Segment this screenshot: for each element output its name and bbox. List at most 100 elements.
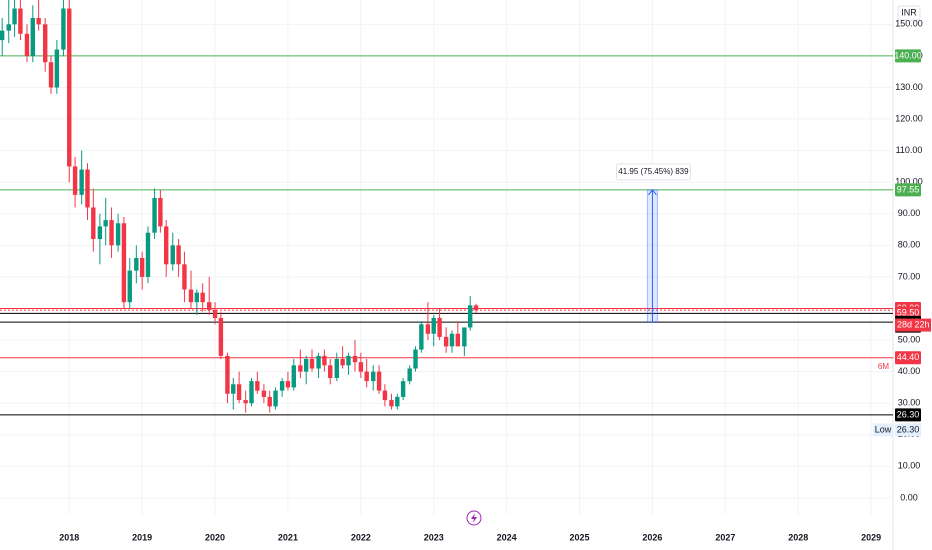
candle-body	[134, 257, 139, 271]
candle-body	[97, 226, 103, 240]
candle-body	[413, 349, 418, 369]
candle-body	[212, 310, 218, 318]
candle-body	[207, 302, 212, 311]
candle-body	[443, 336, 449, 347]
x-tick-label: 2019	[132, 532, 152, 542]
candle-body	[291, 365, 296, 388]
candle-body	[85, 169, 90, 208]
candle-body	[376, 371, 382, 391]
candle-body	[328, 365, 333, 378]
currency-badge[interactable]	[897, 5, 921, 21]
candle-body	[103, 220, 108, 227]
measure-label-box	[615, 163, 691, 181]
candle-body	[176, 245, 181, 265]
candle-body	[158, 197, 163, 227]
candle-body	[255, 381, 260, 391]
y-tick-label: 150.00	[895, 19, 923, 29]
candle-body	[164, 226, 169, 265]
candle-body	[145, 232, 151, 277]
x-tick-label: 2029	[861, 532, 881, 542]
y-tick-label: 10.00	[898, 461, 921, 471]
candle-body	[303, 359, 309, 372]
candle-body	[72, 166, 78, 195]
candle-body	[188, 289, 194, 303]
candle-body	[407, 368, 412, 382]
candle-body	[91, 207, 96, 240]
price-label: 140.00	[894, 50, 922, 60]
candle-body	[67, 8, 72, 167]
price-label: 26.30	[897, 409, 920, 419]
candle-body	[352, 355, 358, 363]
candle-body	[127, 270, 132, 303]
price-label: 59.50	[897, 307, 920, 317]
candle-body	[30, 17, 36, 56]
plot-area	[0, 0, 893, 515]
candle-body	[455, 333, 460, 347]
y-tick-label: 80.00	[898, 240, 921, 250]
candle-body	[473, 305, 479, 311]
candle-body	[322, 355, 327, 366]
interval-note: 6M	[878, 362, 889, 371]
low-value: 26.30	[897, 424, 920, 434]
candle-body	[267, 396, 272, 407]
x-tick-label: 2018	[59, 532, 79, 542]
candle-body	[334, 359, 339, 378]
price-label-box	[895, 408, 921, 422]
candle-body	[218, 317, 224, 356]
x-tick-label: 2027	[715, 532, 735, 542]
measure-arrowhead	[648, 189, 657, 196]
y-tick-label: 130.00	[895, 82, 923, 92]
countdown: 28d 22h	[897, 319, 930, 329]
price-label-box	[895, 183, 921, 197]
candle-body	[12, 8, 17, 25]
candle-body	[61, 8, 66, 50]
candle-body	[449, 333, 455, 347]
y-tick-label: 50.00	[898, 334, 921, 344]
candle-body	[121, 223, 127, 303]
x-tick-label: 2021	[278, 532, 298, 542]
candle-body	[419, 324, 424, 350]
candle-body	[364, 371, 369, 382]
candle-body	[48, 62, 54, 88]
x-tick-label: 2025	[570, 532, 590, 542]
candle-body	[0, 30, 5, 41]
low-text: Low	[875, 424, 892, 434]
candle-body	[236, 384, 242, 401]
x-tick-label: 2026	[642, 532, 662, 542]
candle-body	[24, 33, 30, 56]
countdown-box	[895, 318, 931, 332]
candle-body	[298, 365, 303, 372]
candle-body	[139, 257, 145, 277]
y-tick-label: 30.00	[898, 398, 921, 408]
candle-body	[395, 396, 400, 407]
x-tick-label: 2024	[497, 532, 517, 542]
candle-body	[79, 169, 84, 195]
x-tick-label: 2020	[205, 532, 225, 542]
candle-body	[273, 390, 278, 407]
candle-body	[285, 381, 291, 388]
candle-body	[6, 24, 11, 31]
candle-body	[170, 245, 175, 265]
candle-body	[382, 390, 388, 401]
candle-body	[467, 305, 473, 328]
low-value-box	[895, 423, 921, 437]
candle-body	[243, 400, 248, 404]
y-tick-label: 110.00	[896, 145, 923, 155]
y-tick-label: 70.00	[898, 271, 921, 281]
low-box	[873, 423, 893, 437]
lightning-icon[interactable]	[466, 510, 482, 526]
y-tick-label: 100.00	[895, 177, 923, 187]
y-tick-label: 40.00	[898, 366, 921, 376]
candle-body	[18, 8, 23, 34]
x-tick-label: 2028	[788, 532, 808, 542]
measure-label: 41.95 (75.45%) 839	[618, 167, 689, 176]
price-label: 44.40	[897, 352, 920, 362]
x-tick-label: 2022	[351, 532, 371, 542]
candle-body	[316, 355, 321, 369]
candle-body	[231, 384, 236, 394]
candle-body	[425, 324, 431, 334]
candle-body	[400, 381, 406, 397]
candle-body	[194, 292, 200, 303]
candle-body	[42, 24, 48, 63]
